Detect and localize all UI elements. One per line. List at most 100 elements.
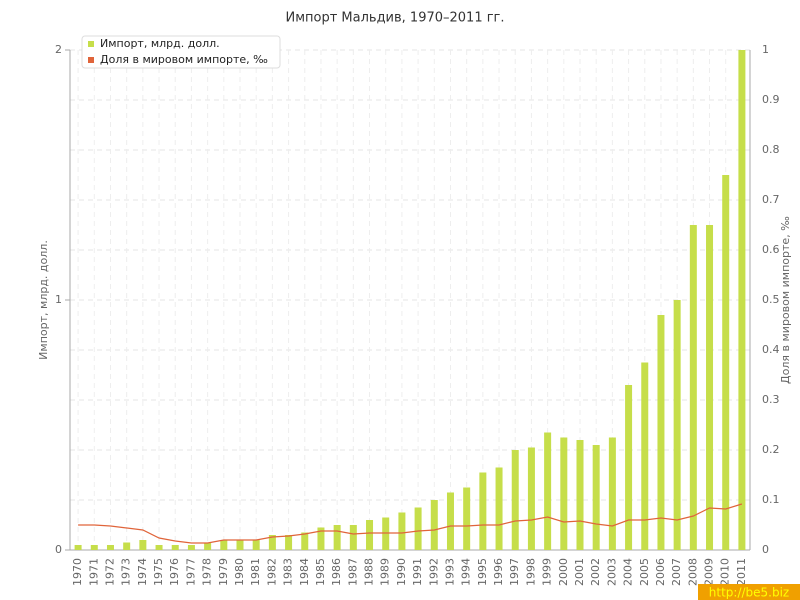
x-tick-label: 1996 — [492, 558, 505, 586]
watermark: http://be5.biz — [709, 586, 789, 600]
bar — [527, 447, 535, 550]
line — [78, 503, 743, 544]
y-tick-label: 2 — [55, 43, 62, 56]
y2-tick-label: 1 — [762, 43, 769, 56]
x-tick-label: 1978 — [201, 558, 214, 586]
bar — [544, 432, 552, 550]
bar — [123, 542, 131, 550]
x-tick-label: 2005 — [638, 558, 651, 586]
y2-tick-label: 0.9 — [762, 93, 780, 106]
x-tick-label: 2001 — [573, 558, 586, 586]
x-tick-label: 1998 — [524, 558, 537, 586]
bar — [382, 517, 390, 550]
x-tick-label: 1995 — [476, 558, 489, 586]
x-tick-label: 1988 — [363, 558, 376, 586]
x-tick-label: 2006 — [654, 558, 667, 586]
x-tick-label: 1984 — [298, 558, 311, 586]
legend-label: Доля в мировом импорте, ‰ — [100, 53, 268, 66]
x-tick-label: 2003 — [605, 558, 618, 586]
x-tick-label: 1992 — [427, 558, 440, 586]
x-tick-label: 1982 — [265, 558, 278, 586]
x-tick-label: 1989 — [379, 558, 392, 586]
x-tick-label: 1979 — [217, 558, 230, 586]
y2-tick-label: 0.5 — [762, 293, 780, 306]
legend-swatch — [88, 41, 94, 47]
x-tick-label: 1980 — [233, 558, 246, 586]
bar — [90, 545, 98, 550]
y2-tick-label: 0 — [762, 543, 769, 556]
x-tick-label: 1975 — [152, 558, 165, 586]
x-tick-label: 1993 — [443, 558, 456, 586]
bar — [576, 440, 584, 550]
bar — [479, 472, 487, 550]
bar — [446, 492, 454, 550]
x-tick-label: 2004 — [622, 558, 635, 586]
x-tick-label: 1970 — [71, 558, 84, 586]
legend-box — [81, 35, 281, 69]
bar — [106, 545, 114, 550]
bar — [495, 467, 503, 550]
bar — [689, 225, 697, 550]
x-tick-label: 1994 — [460, 558, 473, 586]
bar — [187, 545, 195, 550]
y-tick-label: 0 — [55, 543, 62, 556]
x-tick-label: 2000 — [557, 558, 570, 586]
y-tick-label: 1 — [55, 293, 62, 306]
x-tick-label: 2002 — [589, 558, 602, 586]
bar — [285, 535, 293, 550]
y2-tick-label: 0.6 — [762, 243, 780, 256]
bar — [738, 50, 746, 550]
x-tick-label: 1991 — [411, 558, 424, 586]
bar — [301, 532, 309, 550]
bar — [511, 450, 519, 550]
bar — [722, 175, 730, 550]
x-tick-label: 2008 — [686, 558, 699, 586]
y2-tick-label: 0.2 — [762, 443, 780, 456]
x-tick-label: 1971 — [87, 558, 100, 586]
x-tick-label: 1976 — [168, 558, 181, 586]
bar — [463, 487, 471, 550]
x-tick-label: 1977 — [184, 558, 197, 586]
bar — [317, 527, 325, 550]
y2-tick-label: 0.7 — [762, 193, 780, 206]
x-tick-label: 1999 — [541, 558, 554, 586]
bar — [592, 445, 600, 550]
bar — [608, 437, 616, 550]
chart-title: Импорт Мальдив, 1970–2011 гг. — [285, 11, 504, 26]
x-tick-label: 1981 — [249, 558, 262, 586]
x-tick-label: 1973 — [120, 558, 133, 586]
x-tick-label: 1974 — [136, 558, 149, 586]
x-tick-label: 1985 — [314, 558, 327, 586]
x-tick-label: 2009 — [703, 558, 716, 586]
legend-label: Импорт, млрд. долл. — [100, 37, 220, 50]
legend-swatch — [88, 57, 94, 63]
y2-tick-label: 0.8 — [762, 143, 780, 156]
bar — [171, 545, 179, 550]
bar — [139, 540, 147, 550]
bar — [74, 545, 82, 550]
y2-axis-label: Доля в мировом импорте, ‰ — [779, 216, 792, 384]
bar — [349, 525, 357, 550]
y2-tick-label: 0.1 — [762, 493, 780, 506]
y-axis-label: Импорт, млрд. долл. — [37, 240, 50, 360]
y2-tick-label: 0.4 — [762, 343, 780, 356]
bar — [706, 225, 714, 550]
x-tick-label: 1986 — [330, 558, 343, 586]
bar — [252, 540, 260, 550]
bar — [398, 512, 406, 550]
x-tick-label: 1972 — [103, 558, 116, 586]
bar — [673, 300, 681, 550]
x-tick-label: 1990 — [395, 558, 408, 586]
x-tick-label: 2010 — [719, 558, 732, 586]
bar — [641, 362, 649, 550]
x-tick-label: 1983 — [282, 558, 295, 586]
bar — [430, 500, 438, 550]
bar — [625, 385, 633, 550]
bar — [414, 507, 422, 550]
x-tick-label: 2011 — [735, 558, 748, 586]
x-tick-label: 2007 — [670, 558, 683, 586]
bar — [560, 437, 568, 550]
bar — [155, 545, 163, 550]
x-tick-label: 1997 — [508, 558, 521, 586]
